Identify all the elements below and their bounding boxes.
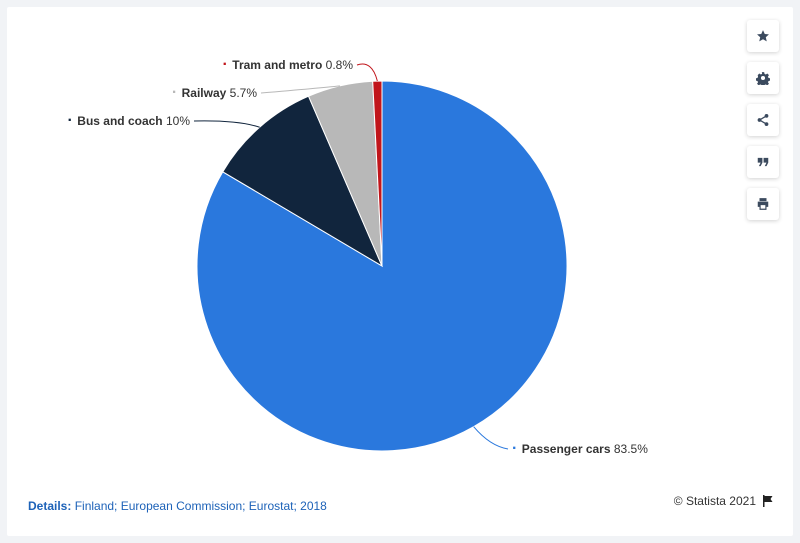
chart-toolbar <box>747 20 781 230</box>
print-icon <box>757 198 769 210</box>
statista-credit[interactable]: © Statista 2021 <box>674 494 774 508</box>
share-button[interactable] <box>747 104 779 136</box>
data-label-bus-and-coach: · Bus and coach 10% <box>68 112 191 129</box>
details-line: Details: Finland; European Commission; E… <box>28 499 327 513</box>
quote-icon <box>757 157 769 167</box>
details-label: Details: <box>28 499 72 513</box>
share-icon <box>757 114 769 126</box>
connector-railway <box>260 85 340 94</box>
data-label-railway: · Railway 5.7% <box>172 84 258 101</box>
connector-passenger-cars <box>473 426 509 450</box>
credit-text: © Statista 2021 <box>673 494 756 508</box>
bookmark-button[interactable] <box>747 20 779 52</box>
print-button[interactable] <box>747 188 779 220</box>
cite-button[interactable] <box>747 146 779 178</box>
connector-bus-and-coach <box>193 120 260 128</box>
pie-slice-tram-and-metro[interactable] <box>372 80 383 267</box>
star-icon <box>757 30 769 42</box>
pie-slice-bus-and-coach[interactable] <box>222 95 384 268</box>
flag-icon <box>763 495 773 507</box>
data-label-passenger-cars: · Passenger cars 83.5% <box>512 440 648 457</box>
connector-tram-and-metro <box>356 63 378 82</box>
gear-icon <box>756 72 770 85</box>
details-text: Finland; European Commission; Eurostat; … <box>74 499 327 513</box>
settings-button[interactable] <box>747 62 779 94</box>
data-label-tram-and-metro: · Tram and metro 0.8% <box>223 56 354 73</box>
